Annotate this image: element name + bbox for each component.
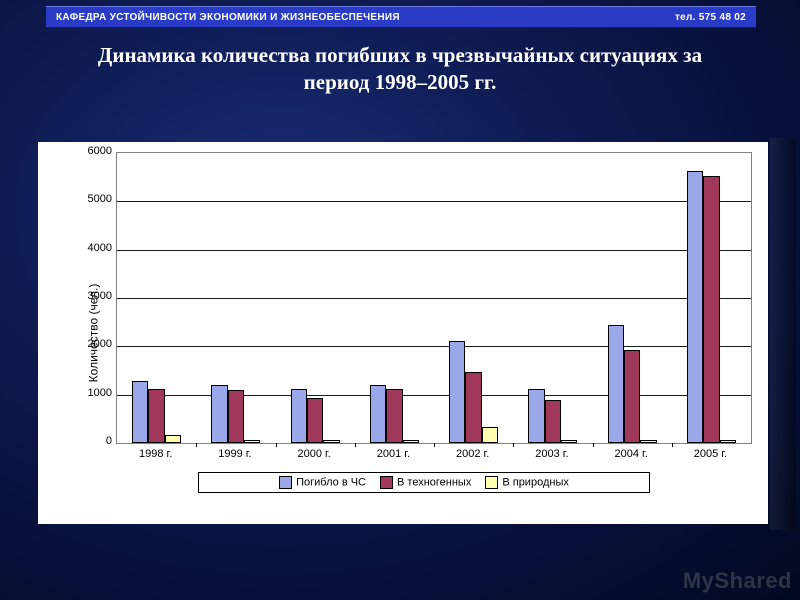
grid-line (117, 250, 751, 251)
bar (608, 325, 624, 443)
bar (687, 171, 703, 443)
bar (148, 389, 164, 443)
x-tick-label: 1999 г. (218, 448, 251, 460)
bar (386, 389, 402, 443)
bar (291, 389, 307, 443)
y-tick-label: 4000 (88, 242, 112, 254)
bar (720, 440, 736, 443)
bar (165, 435, 181, 443)
x-tick-label: 2002 г. (456, 448, 489, 460)
legend-item: Погибло в ЧС (279, 476, 366, 489)
bar (370, 385, 386, 443)
bar (244, 440, 260, 443)
legend: Погибло в ЧС В техногенных В природных (198, 472, 650, 493)
bar (624, 350, 640, 443)
slide-background: КАФЕДРА УСТОЙЧИВОСТИ ЭКОНОМИКИ И ЖИЗНЕОБ… (0, 0, 800, 600)
grid-line (117, 298, 751, 299)
x-tick-label: 2005 г. (694, 448, 727, 460)
bar (211, 385, 227, 443)
legend-label: Погибло в ЧС (296, 476, 366, 488)
bar (403, 440, 419, 443)
bar (640, 440, 656, 443)
plot-area (116, 152, 752, 444)
legend-swatch (279, 476, 292, 489)
x-tick (593, 443, 594, 447)
x-tick (513, 443, 514, 447)
x-tick (196, 443, 197, 447)
header-right: тел. 575 48 02 (675, 12, 746, 23)
side-shadow (770, 138, 796, 530)
legend-item: В природных (485, 476, 569, 489)
bar (323, 440, 339, 443)
grid-line (117, 201, 751, 202)
y-tick-label: 0 (106, 435, 112, 447)
page-title: Динамика количества погибших в чрезвычай… (80, 42, 720, 97)
x-tick-label: 2003 г. (535, 448, 568, 460)
legend-swatch (380, 476, 393, 489)
y-tick-label: 2000 (88, 338, 112, 350)
chart-panel: Количество (чел.) 0100020003000400050006… (38, 142, 768, 524)
bar (482, 427, 498, 443)
x-tick (355, 443, 356, 447)
x-tick-label: 2004 г. (614, 448, 647, 460)
legend-label: В природных (502, 476, 569, 488)
bar (528, 389, 544, 443)
header-bar: КАФЕДРА УСТОЙЧИВОСТИ ЭКОНОМИКИ И ЖИЗНЕОБ… (46, 6, 756, 28)
y-tick-label: 6000 (88, 145, 112, 157)
bar (545, 400, 561, 444)
bar (132, 381, 148, 443)
bar (465, 372, 481, 443)
x-tick (434, 443, 435, 447)
bar (307, 398, 323, 443)
bar (228, 390, 244, 443)
legend-item: В техногенных (380, 476, 471, 489)
legend-label: В техногенных (397, 476, 471, 488)
x-tick-label: 1998 г. (139, 448, 172, 460)
watermark: MyShared (683, 568, 792, 594)
y-tick-label: 5000 (88, 193, 112, 205)
x-tick (672, 443, 673, 447)
bar (449, 341, 465, 443)
y-tick-label: 3000 (88, 290, 112, 302)
bar (703, 176, 719, 443)
x-tick-label: 2001 г. (377, 448, 410, 460)
legend-swatch (485, 476, 498, 489)
x-tick-label: 2000 г. (297, 448, 330, 460)
bar (561, 440, 577, 443)
header-left: КАФЕДРА УСТОЙЧИВОСТИ ЭКОНОМИКИ И ЖИЗНЕОБ… (56, 12, 400, 23)
x-tick (276, 443, 277, 447)
y-tick-label: 1000 (88, 387, 112, 399)
grid-line (117, 346, 751, 347)
